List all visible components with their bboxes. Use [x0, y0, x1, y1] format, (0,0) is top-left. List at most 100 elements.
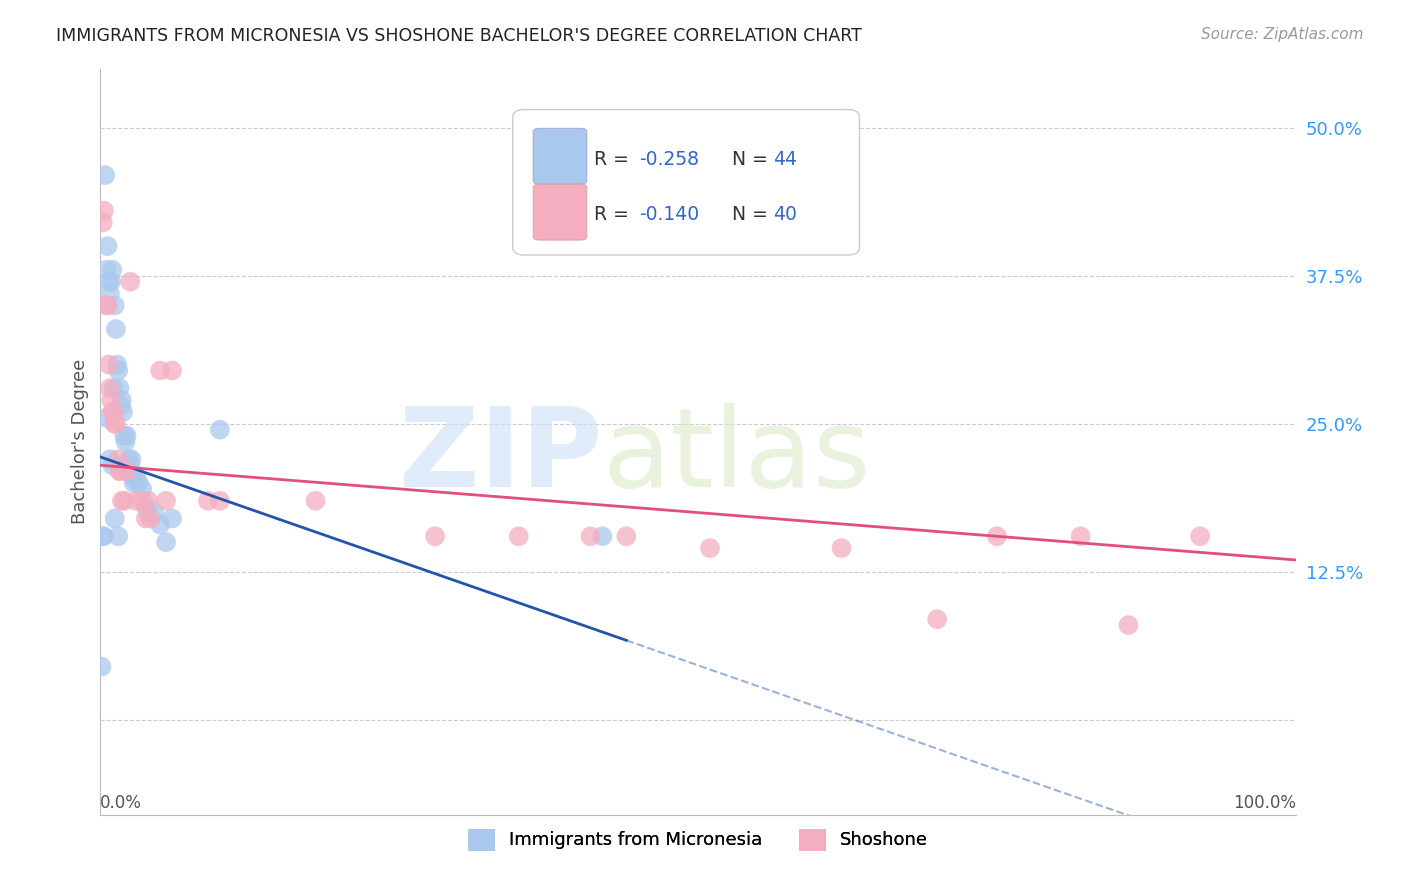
Point — [927, 612, 949, 626]
Point — [208, 493, 231, 508]
Point — [155, 493, 177, 508]
Point — [104, 417, 127, 431]
Text: atlas: atlas — [602, 403, 870, 510]
Point — [304, 493, 326, 508]
Point — [160, 511, 183, 525]
Point — [160, 363, 183, 377]
Point — [100, 275, 122, 289]
Point — [100, 393, 122, 408]
Point — [131, 482, 153, 496]
Point — [149, 517, 172, 532]
Point — [96, 239, 118, 253]
Text: R =: R = — [595, 150, 636, 169]
Point — [121, 470, 143, 484]
Point — [96, 263, 118, 277]
Point — [104, 322, 127, 336]
FancyBboxPatch shape — [513, 110, 859, 255]
Point — [120, 275, 142, 289]
Point — [831, 541, 853, 555]
Point — [111, 493, 134, 508]
Text: -0.258: -0.258 — [640, 150, 700, 169]
Point — [149, 363, 172, 377]
Point — [139, 511, 162, 525]
Point — [93, 529, 115, 543]
Point — [118, 452, 141, 467]
Point — [120, 458, 142, 473]
Point — [699, 541, 721, 555]
Point — [91, 529, 114, 543]
Point — [104, 417, 127, 431]
Point — [1070, 529, 1092, 543]
Point — [508, 529, 530, 543]
Point — [98, 286, 121, 301]
Point — [110, 464, 132, 478]
Point — [115, 464, 138, 478]
Point — [101, 458, 124, 473]
Point — [107, 363, 129, 377]
Point — [111, 393, 134, 408]
Point — [423, 529, 446, 543]
Point — [105, 358, 128, 372]
Point — [101, 263, 124, 277]
Point — [98, 452, 121, 467]
Point — [114, 434, 136, 449]
Point — [107, 529, 129, 543]
Point — [103, 405, 125, 419]
Point — [96, 298, 118, 312]
Point — [101, 405, 124, 419]
Point — [96, 298, 118, 312]
Point — [143, 506, 166, 520]
Point — [104, 298, 127, 312]
Point — [94, 168, 117, 182]
Point — [112, 428, 135, 442]
Point — [108, 464, 131, 478]
Point — [986, 529, 1008, 543]
Point — [103, 381, 125, 395]
Point — [110, 399, 132, 413]
Text: IMMIGRANTS FROM MICRONESIA VS SHOSHONE BACHELOR'S DEGREE CORRELATION CHART: IMMIGRANTS FROM MICRONESIA VS SHOSHONE B… — [56, 27, 862, 45]
Point — [97, 275, 120, 289]
Point — [120, 452, 142, 467]
Point — [125, 470, 148, 484]
Point — [125, 493, 148, 508]
Point — [135, 500, 157, 514]
Point — [112, 405, 135, 419]
FancyBboxPatch shape — [533, 184, 586, 240]
Point — [614, 529, 637, 543]
Text: Source: ZipAtlas.com: Source: ZipAtlas.com — [1201, 27, 1364, 42]
Text: 44: 44 — [773, 150, 797, 169]
Point — [1189, 529, 1212, 543]
Point — [591, 529, 613, 543]
Point — [128, 475, 150, 490]
Point — [115, 428, 138, 442]
Y-axis label: Bachelor's Degree: Bachelor's Degree — [72, 359, 89, 524]
Legend: Immigrants from Micronesia, Shoshone: Immigrants from Micronesia, Shoshone — [461, 822, 935, 858]
Text: 0.0%: 0.0% — [100, 794, 142, 813]
Text: N =: N = — [731, 205, 773, 224]
Text: 40: 40 — [773, 205, 797, 224]
FancyBboxPatch shape — [533, 128, 586, 184]
Point — [579, 529, 602, 543]
Point — [96, 410, 118, 425]
Text: R =: R = — [595, 205, 636, 224]
Point — [98, 381, 121, 395]
Point — [104, 511, 127, 525]
Point — [155, 535, 177, 549]
Text: -0.140: -0.140 — [640, 205, 700, 224]
Point — [107, 452, 129, 467]
Point — [136, 493, 159, 508]
Point — [90, 659, 112, 673]
Text: ZIP: ZIP — [399, 403, 602, 510]
Text: N =: N = — [731, 150, 773, 169]
Point — [197, 493, 219, 508]
Point — [136, 506, 159, 520]
Point — [108, 381, 131, 395]
Text: 100.0%: 100.0% — [1233, 794, 1296, 813]
Point — [112, 493, 135, 508]
Point — [131, 493, 153, 508]
Point — [117, 464, 139, 478]
Point — [122, 475, 145, 490]
Point — [1118, 618, 1140, 632]
Point — [93, 203, 115, 218]
Point — [135, 511, 157, 525]
